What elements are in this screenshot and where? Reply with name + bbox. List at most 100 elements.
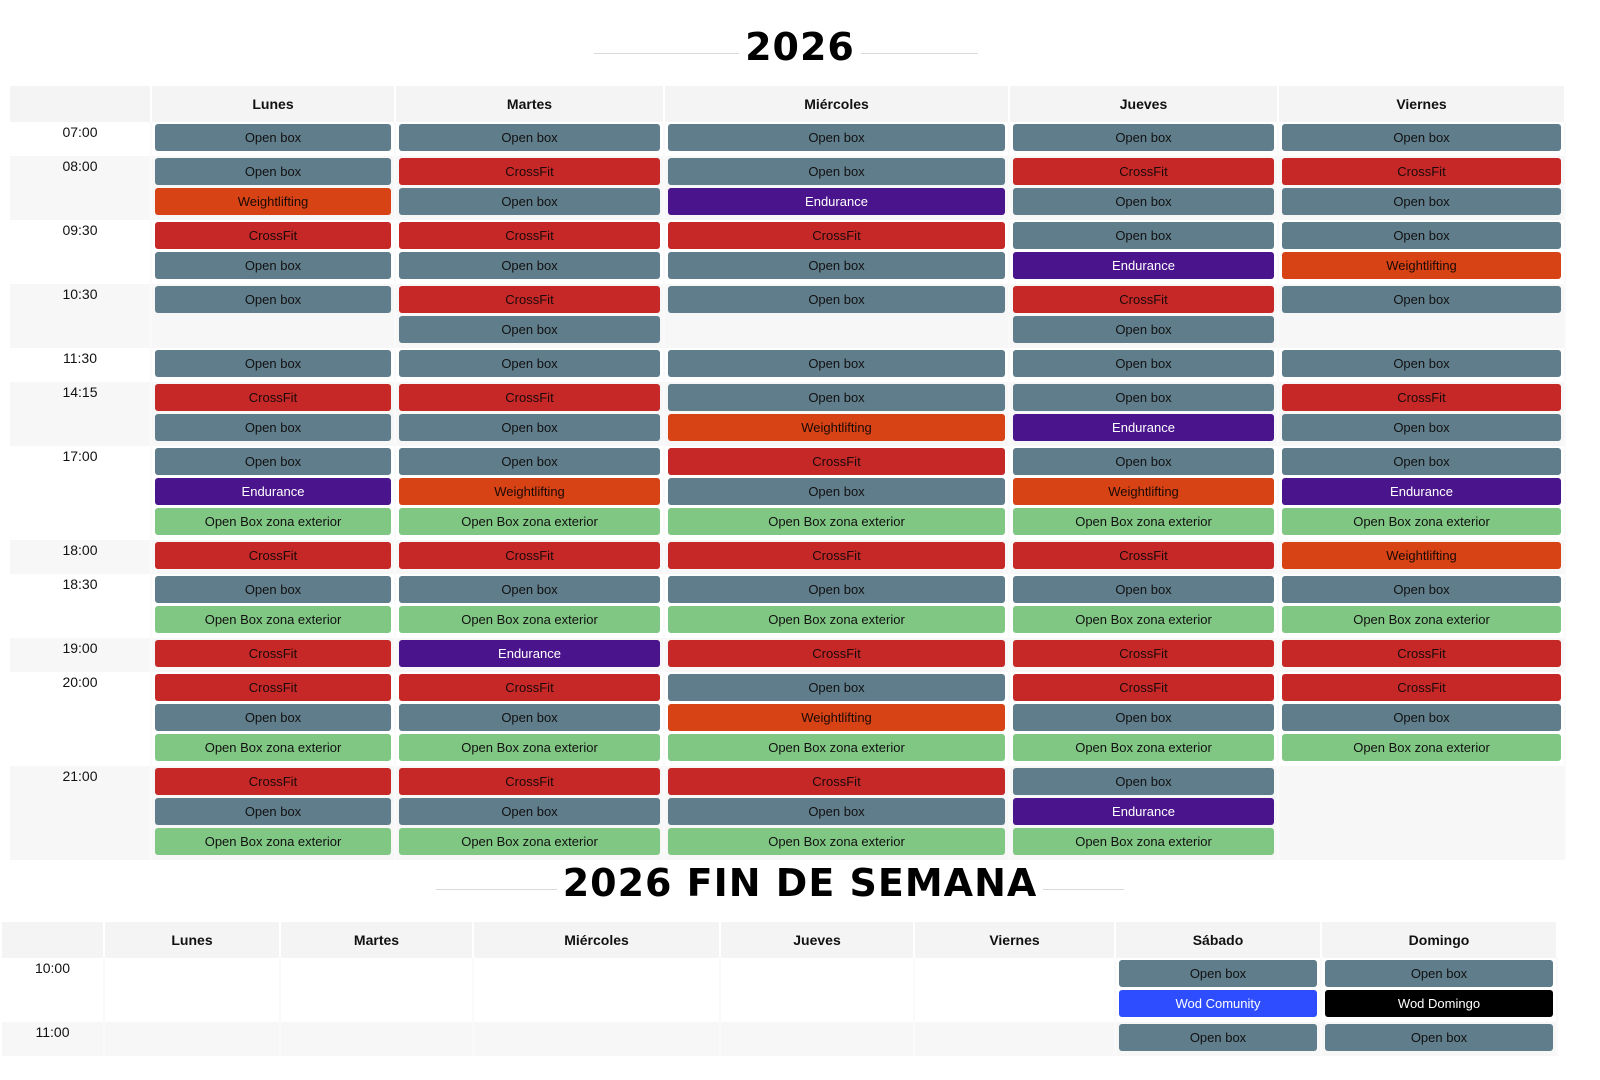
class-block-crossfit[interactable]: CrossFit: [668, 222, 1005, 249]
class-block-open-box[interactable]: Open box: [1013, 768, 1274, 795]
class-block-open-box[interactable]: Open box: [1282, 188, 1561, 215]
class-block-open-box[interactable]: Open box: [1282, 286, 1561, 313]
class-block-open-box[interactable]: Open box: [399, 798, 660, 825]
class-block-weightlifting[interactable]: Weightlifting: [1282, 252, 1561, 279]
class-block-endurance[interactable]: Endurance: [1013, 252, 1274, 279]
class-block-open-box[interactable]: Open box: [1282, 448, 1561, 475]
class-block-open-box-zona-exterior[interactable]: Open Box zona exterior: [1282, 508, 1561, 535]
class-block-crossfit[interactable]: CrossFit: [668, 768, 1005, 795]
class-block-open-box[interactable]: Open box: [1013, 704, 1274, 731]
class-block-crossfit[interactable]: CrossFit: [1282, 384, 1561, 411]
class-block-open-box[interactable]: Open box: [155, 158, 391, 185]
class-block-open-box-zona-exterior[interactable]: Open Box zona exterior: [1013, 508, 1274, 535]
class-block-open-box[interactable]: Open box: [1282, 704, 1561, 731]
class-block-open-box-zona-exterior[interactable]: Open Box zona exterior: [1013, 606, 1274, 633]
class-block-crossfit[interactable]: CrossFit: [1013, 542, 1274, 569]
class-block-open-box-zona-exterior[interactable]: Open Box zona exterior: [668, 606, 1005, 633]
class-block-endurance[interactable]: Endurance: [155, 478, 391, 505]
class-block-wod-comunity[interactable]: Wod Comunity: [1119, 990, 1317, 1017]
class-block-crossfit[interactable]: CrossFit: [668, 542, 1005, 569]
class-block-open-box[interactable]: Open box: [1013, 316, 1274, 343]
class-block-crossfit[interactable]: CrossFit: [399, 542, 660, 569]
class-block-crossfit[interactable]: CrossFit: [1282, 640, 1561, 667]
class-block-crossfit[interactable]: CrossFit: [399, 286, 660, 313]
class-block-open-box[interactable]: Open box: [1325, 960, 1553, 987]
class-block-open-box[interactable]: Open box: [399, 252, 660, 279]
class-block-open-box[interactable]: Open box: [1119, 960, 1317, 987]
class-block-open-box-zona-exterior[interactable]: Open Box zona exterior: [1282, 734, 1561, 761]
class-block-crossfit[interactable]: CrossFit: [1282, 158, 1561, 185]
class-block-open-box-zona-exterior[interactable]: Open Box zona exterior: [1282, 606, 1561, 633]
class-block-open-box[interactable]: Open box: [399, 124, 660, 151]
class-block-open-box[interactable]: Open box: [1282, 414, 1561, 441]
class-block-weightlifting[interactable]: Weightlifting: [1013, 478, 1274, 505]
class-block-crossfit[interactable]: CrossFit: [155, 640, 391, 667]
class-block-crossfit[interactable]: CrossFit: [155, 222, 391, 249]
class-block-open-box-zona-exterior[interactable]: Open Box zona exterior: [399, 606, 660, 633]
class-block-open-box[interactable]: Open box: [1013, 576, 1274, 603]
class-block-crossfit[interactable]: CrossFit: [1013, 286, 1274, 313]
class-block-open-box[interactable]: Open box: [399, 350, 660, 377]
class-block-crossfit[interactable]: CrossFit: [155, 768, 391, 795]
class-block-open-box[interactable]: Open box: [155, 704, 391, 731]
class-block-open-box[interactable]: Open box: [1013, 124, 1274, 151]
class-block-open-box[interactable]: Open box: [155, 448, 391, 475]
class-block-weightlifting[interactable]: Weightlifting: [155, 188, 391, 215]
class-block-open-box[interactable]: Open box: [668, 478, 1005, 505]
class-block-open-box[interactable]: Open box: [668, 384, 1005, 411]
class-block-open-box[interactable]: Open box: [399, 576, 660, 603]
class-block-open-box[interactable]: Open box: [399, 414, 660, 441]
class-block-open-box[interactable]: Open box: [1282, 222, 1561, 249]
class-block-open-box[interactable]: Open box: [399, 448, 660, 475]
class-block-open-box-zona-exterior[interactable]: Open Box zona exterior: [399, 734, 660, 761]
class-block-open-box[interactable]: Open box: [155, 414, 391, 441]
class-block-open-box-zona-exterior[interactable]: Open Box zona exterior: [155, 734, 391, 761]
class-block-open-box[interactable]: Open box: [399, 188, 660, 215]
class-block-open-box[interactable]: Open box: [399, 704, 660, 731]
class-block-endurance[interactable]: Endurance: [1013, 414, 1274, 441]
class-block-open-box-zona-exterior[interactable]: Open Box zona exterior: [668, 828, 1005, 855]
class-block-open-box[interactable]: Open box: [155, 124, 391, 151]
class-block-open-box[interactable]: Open box: [155, 576, 391, 603]
class-block-crossfit[interactable]: CrossFit: [1013, 674, 1274, 701]
class-block-crossfit[interactable]: CrossFit: [155, 542, 391, 569]
class-block-open-box[interactable]: Open box: [668, 350, 1005, 377]
class-block-open-box[interactable]: Open box: [1282, 350, 1561, 377]
class-block-open-box[interactable]: Open box: [155, 798, 391, 825]
class-block-open-box[interactable]: Open box: [1282, 576, 1561, 603]
class-block-wod-domingo[interactable]: Wod Domingo: [1325, 990, 1553, 1017]
class-block-crossfit[interactable]: CrossFit: [399, 222, 660, 249]
class-block-crossfit[interactable]: CrossFit: [668, 448, 1005, 475]
class-block-open-box[interactable]: Open box: [1325, 1024, 1553, 1051]
class-block-open-box[interactable]: Open box: [155, 252, 391, 279]
class-block-open-box[interactable]: Open box: [1013, 350, 1274, 377]
class-block-open-box[interactable]: Open box: [155, 286, 391, 313]
class-block-endurance[interactable]: Endurance: [399, 640, 660, 667]
class-block-crossfit[interactable]: CrossFit: [399, 768, 660, 795]
class-block-open-box[interactable]: Open box: [1282, 124, 1561, 151]
class-block-weightlifting[interactable]: Weightlifting: [668, 414, 1005, 441]
class-block-open-box-zona-exterior[interactable]: Open Box zona exterior: [399, 828, 660, 855]
class-block-open-box-zona-exterior[interactable]: Open Box zona exterior: [668, 508, 1005, 535]
class-block-crossfit[interactable]: CrossFit: [155, 384, 391, 411]
class-block-crossfit[interactable]: CrossFit: [155, 674, 391, 701]
class-block-crossfit[interactable]: CrossFit: [1013, 158, 1274, 185]
class-block-open-box[interactable]: Open box: [668, 158, 1005, 185]
class-block-open-box[interactable]: Open box: [1119, 1024, 1317, 1051]
class-block-open-box[interactable]: Open box: [1013, 188, 1274, 215]
class-block-open-box-zona-exterior[interactable]: Open Box zona exterior: [1013, 828, 1274, 855]
class-block-crossfit[interactable]: CrossFit: [399, 384, 660, 411]
class-block-crossfit[interactable]: CrossFit: [668, 640, 1005, 667]
class-block-open-box[interactable]: Open box: [668, 124, 1005, 151]
class-block-weightlifting[interactable]: Weightlifting: [668, 704, 1005, 731]
class-block-crossfit[interactable]: CrossFit: [1282, 674, 1561, 701]
class-block-open-box[interactable]: Open box: [1013, 448, 1274, 475]
class-block-open-box[interactable]: Open box: [1013, 384, 1274, 411]
class-block-crossfit[interactable]: CrossFit: [1013, 640, 1274, 667]
class-block-open-box-zona-exterior[interactable]: Open Box zona exterior: [155, 828, 391, 855]
class-block-endurance[interactable]: Endurance: [1282, 478, 1561, 505]
class-block-open-box-zona-exterior[interactable]: Open Box zona exterior: [399, 508, 660, 535]
class-block-open-box[interactable]: Open box: [1013, 222, 1274, 249]
class-block-endurance[interactable]: Endurance: [1013, 798, 1274, 825]
class-block-open-box-zona-exterior[interactable]: Open Box zona exterior: [155, 606, 391, 633]
